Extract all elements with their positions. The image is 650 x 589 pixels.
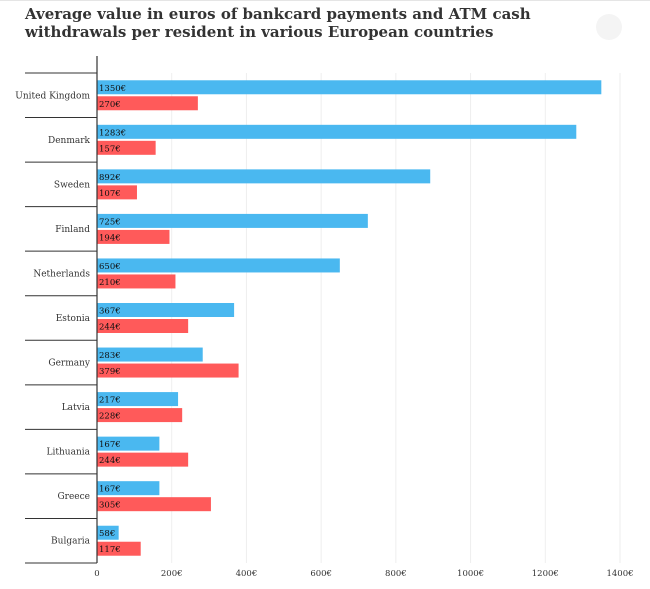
category-label: Bulgaria — [51, 537, 91, 547]
card-payment-bar — [97, 258, 340, 273]
atm-withdrawal-value-label: 270€ — [99, 100, 121, 110]
atm-withdrawal-bar — [97, 319, 189, 333]
card-payment-value-label: 283€ — [99, 351, 121, 361]
atm-withdrawal-value-label: 244€ — [99, 456, 121, 466]
atm-withdrawal-value-label: 210€ — [99, 278, 121, 288]
category-label: Sweden — [54, 180, 90, 190]
card-payment-value-label: 650€ — [99, 262, 121, 272]
atm-withdrawal-value-label: 107€ — [99, 189, 121, 199]
card-payment-value-label: 167€ — [99, 440, 121, 450]
x-tick-label: 400€ — [236, 569, 258, 579]
card-payment-value-label: 167€ — [99, 485, 121, 495]
card-payment-value-label: 367€ — [99, 307, 121, 317]
atm-withdrawal-value-label: 244€ — [99, 323, 121, 333]
category-label: Denmark — [48, 136, 91, 146]
x-tick-label: 600€ — [310, 569, 332, 579]
card-payment-bar — [97, 303, 235, 317]
card-payment-bar — [97, 169, 431, 184]
atm-withdrawal-value-label: 228€ — [99, 412, 121, 422]
x-tick-label: 1400€ — [606, 569, 633, 579]
card-payment-bar — [97, 436, 160, 451]
chart-title: Average value in euros of bankcard payme… — [25, 5, 531, 41]
atm-withdrawal-bar — [97, 497, 211, 512]
category-label: Germany — [48, 359, 91, 369]
card-payment-value-label: 217€ — [99, 396, 121, 406]
card-payment-value-label: 58€ — [99, 529, 115, 539]
x-tick-label: 1000€ — [457, 569, 484, 579]
atm-withdrawal-value-label: 157€ — [99, 144, 121, 154]
card-payment-bar — [97, 392, 179, 407]
category-label: United Kingdom — [15, 91, 90, 101]
atm-withdrawal-value-label: 117€ — [99, 545, 121, 555]
card-payment-bar — [97, 80, 602, 95]
atm-withdrawal-bar — [97, 363, 239, 378]
x-tick-label: 800€ — [385, 569, 407, 579]
category-label: Finland — [55, 225, 90, 235]
card-payment-value-label: 1283€ — [99, 128, 126, 138]
x-tick-label: 1200€ — [532, 569, 559, 579]
menu-button[interactable] — [596, 14, 622, 40]
atm-withdrawal-bar — [97, 541, 141, 556]
category-label: Estonia — [56, 314, 91, 324]
category-label: Netherlands — [33, 269, 90, 279]
category-label: Greece — [57, 492, 90, 502]
card-payment-bar — [97, 481, 160, 496]
card-payment-bar — [97, 124, 577, 139]
category-label: Latvia — [62, 403, 91, 413]
atm-withdrawal-bar — [97, 274, 176, 289]
atm-withdrawal-bar — [97, 140, 156, 155]
atm-withdrawal-value-label: 379€ — [99, 367, 121, 377]
atm-withdrawal-bar — [97, 229, 170, 244]
card-payment-value-label: 725€ — [99, 217, 121, 227]
atm-withdrawal-bar — [97, 452, 189, 467]
card-payment-bar — [97, 347, 203, 362]
top-border — [0, 0, 650, 1]
card-payment-value-label: 892€ — [99, 173, 121, 183]
atm-withdrawal-bar — [97, 96, 198, 111]
card-payment-value-label: 1350€ — [99, 84, 126, 94]
category-label: Lithuania — [47, 448, 91, 458]
card-payment-bar — [97, 525, 119, 540]
x-tick-label: 0 — [94, 569, 99, 579]
card-payment-bar — [97, 213, 368, 228]
atm-withdrawal-value-label: 305€ — [99, 501, 121, 511]
atm-withdrawal-bar — [97, 408, 183, 423]
atm-withdrawal-bar — [97, 185, 137, 200]
x-tick-label: 200€ — [161, 569, 183, 579]
atm-withdrawal-value-label: 194€ — [99, 233, 121, 243]
